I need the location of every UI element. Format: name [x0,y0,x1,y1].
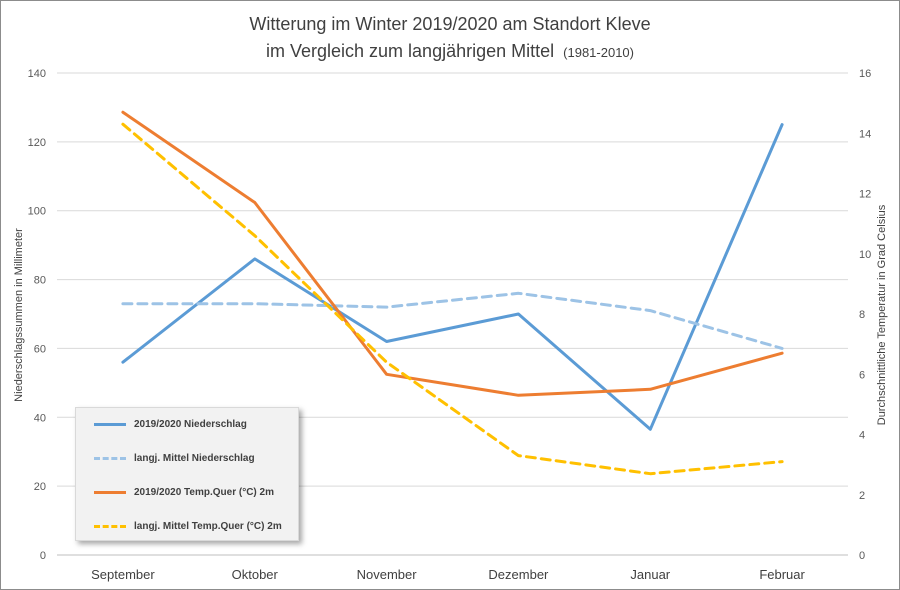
legend-swatch [94,456,126,460]
right-tick-label: 0 [859,550,865,562]
category-label: Februar [759,567,805,582]
right-tick-label: 2 [859,490,865,502]
left-axis-title: Niederschlagssummen in Millimeter [13,228,25,402]
legend-label: 2019/2020 Temp.Quer (°C) 2m [134,486,274,498]
series-line [121,123,784,431]
left-tick-label: 80 [34,275,46,287]
series-line [121,291,784,350]
right-axis-title: Durchschnittliche Temperatur in Grad Cel… [876,204,888,425]
category-axis-labels: September Oktober November Dezember Januar Fe… [91,567,805,582]
series-lines [121,110,784,476]
left-tick-label: 100 [28,206,46,218]
legend-item: langj. Mittel Niederschlag [94,450,255,466]
right-tick-label: 14 [859,128,871,140]
right-tick-label: 16 [859,68,871,80]
series-line [121,110,784,397]
left-tick-label: 60 [34,343,46,355]
right-tick-label: 8 [859,309,865,321]
right-axis-ticks: 0 2 4 6 8 10 12 14 16 [859,68,871,562]
left-tick-label: 120 [28,137,46,149]
right-tick-label: 4 [859,430,865,442]
chart-title-main: im Vergleich zum langjährigen Mittel [266,41,554,61]
left-tick-label: 140 [28,68,46,80]
legend-item: langj. Mittel Temp.Quer (°C) 2m [94,518,282,534]
legend-item: 2019/2020 Niederschlag [94,416,247,432]
legend-label: langj. Mittel Temp.Quer (°C) 2m [134,520,282,532]
series-line [121,122,784,476]
legend-item: 2019/2020 Temp.Quer (°C) 2m [94,484,274,500]
category-label: Oktober [232,567,279,582]
chart-title-suffix: (1981-2010) [563,45,634,60]
left-axis-ticks: 0 20 40 60 80 100 120 140 [28,68,46,562]
left-tick-label: 0 [40,550,46,562]
legend: 2019/2020 Niederschlag langj. Mittel Nied… [75,407,299,541]
left-tick-label: 40 [34,412,46,424]
left-tick-label: 20 [34,481,46,493]
category-label: Januar [630,567,670,582]
right-tick-label: 12 [859,189,871,201]
right-tick-label: 10 [859,249,871,261]
legend-label: langj. Mittel Niederschlag [134,452,255,464]
category-label: September [91,567,155,582]
legend-swatch [94,490,126,494]
legend-label: 2019/2020 Niederschlag [134,418,247,430]
chart-title-line2: im Vergleich zum langjährigen Mittel (19… [266,41,634,61]
chart-title-line1: Witterung im Winter 2019/2020 am Standor… [249,14,650,34]
category-label: Dezember [488,567,549,582]
legend-swatch [94,422,126,426]
category-label: November [357,567,418,582]
legend-swatch [94,524,126,528]
right-tick-label: 6 [859,369,865,381]
